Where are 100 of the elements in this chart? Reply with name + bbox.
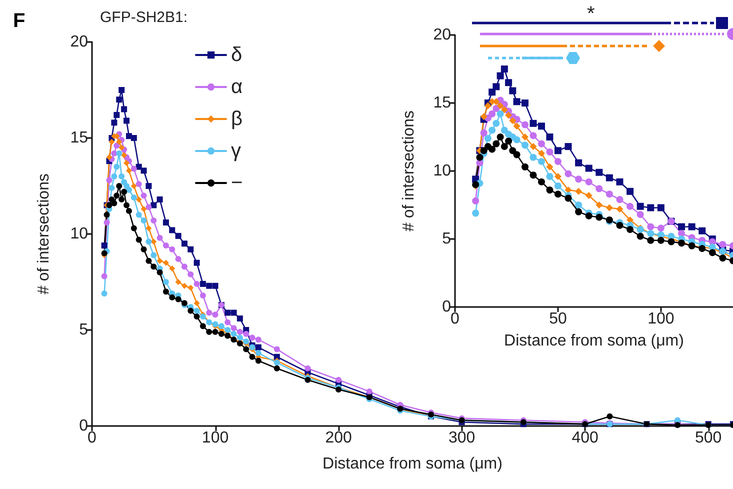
point bbox=[111, 173, 118, 180]
legend-label: α bbox=[231, 76, 243, 98]
y-tick-label: 5 bbox=[79, 322, 88, 338]
point bbox=[114, 142, 120, 149]
point bbox=[522, 142, 529, 149]
point bbox=[505, 79, 512, 86]
point bbox=[243, 330, 250, 337]
point bbox=[146, 238, 152, 245]
point bbox=[200, 280, 206, 287]
point bbox=[492, 104, 500, 112]
point bbox=[224, 310, 231, 316]
point bbox=[626, 226, 634, 233]
point bbox=[530, 132, 537, 140]
point bbox=[230, 310, 237, 316]
point bbox=[200, 323, 206, 330]
point bbox=[500, 126, 508, 134]
point bbox=[554, 172, 562, 180]
point bbox=[647, 236, 654, 244]
legend-label: δ bbox=[231, 44, 242, 66]
point bbox=[616, 196, 624, 204]
point bbox=[575, 208, 582, 216]
point bbox=[596, 202, 603, 208]
point bbox=[130, 135, 137, 141]
point bbox=[546, 148, 554, 156]
legend-label: − bbox=[231, 172, 243, 194]
point bbox=[626, 216, 634, 224]
y-tick-label: 15 bbox=[433, 94, 452, 112]
point bbox=[496, 102, 504, 110]
point bbox=[255, 358, 262, 364]
point bbox=[616, 206, 624, 213]
point bbox=[522, 163, 529, 170]
point bbox=[146, 258, 152, 264]
point bbox=[136, 181, 142, 188]
point bbox=[513, 122, 520, 130]
point bbox=[181, 282, 188, 289]
point bbox=[606, 204, 613, 212]
point bbox=[575, 159, 582, 166]
point bbox=[140, 192, 147, 199]
point bbox=[162, 219, 169, 226]
point bbox=[106, 202, 112, 208]
point bbox=[126, 208, 132, 214]
point bbox=[206, 328, 212, 335]
point bbox=[698, 227, 706, 234]
point bbox=[206, 310, 212, 316]
point bbox=[146, 204, 152, 210]
point bbox=[140, 246, 147, 252]
point bbox=[150, 252, 157, 258]
point bbox=[575, 188, 582, 195]
point bbox=[647, 204, 654, 212]
point bbox=[162, 242, 169, 249]
point bbox=[101, 242, 108, 249]
point bbox=[500, 66, 508, 72]
y-tick-label: 10 bbox=[70, 226, 88, 242]
point bbox=[546, 172, 554, 180]
point bbox=[162, 279, 169, 285]
point bbox=[169, 227, 176, 234]
point bbox=[116, 96, 122, 103]
point bbox=[243, 346, 250, 352]
point bbox=[114, 192, 120, 199]
point bbox=[647, 223, 654, 230]
point bbox=[585, 178, 592, 186]
point bbox=[106, 154, 112, 160]
point bbox=[118, 144, 125, 151]
point bbox=[150, 202, 157, 208]
x-tick-label: 300 bbox=[448, 430, 476, 446]
point bbox=[162, 288, 169, 295]
point bbox=[509, 147, 516, 154]
point bbox=[538, 150, 545, 157]
point bbox=[130, 225, 137, 232]
point bbox=[106, 177, 112, 184]
point bbox=[554, 190, 562, 198]
point bbox=[546, 186, 554, 194]
point bbox=[530, 120, 537, 127]
point bbox=[476, 154, 484, 161]
point bbox=[175, 296, 182, 302]
point bbox=[156, 234, 163, 241]
point bbox=[522, 121, 529, 128]
point bbox=[130, 166, 137, 172]
point bbox=[169, 294, 176, 300]
y-tick-label: 20 bbox=[70, 34, 88, 50]
point bbox=[116, 138, 122, 145]
point bbox=[101, 273, 108, 280]
point bbox=[554, 158, 562, 165]
point bbox=[366, 388, 372, 394]
point bbox=[509, 87, 516, 94]
point bbox=[530, 172, 537, 179]
point bbox=[118, 87, 125, 93]
point bbox=[484, 134, 492, 142]
point bbox=[472, 210, 480, 217]
text: * bbox=[587, 3, 595, 25]
point bbox=[304, 365, 311, 372]
point bbox=[140, 168, 147, 174]
point bbox=[496, 72, 504, 80]
point bbox=[124, 118, 130, 124]
point bbox=[688, 223, 696, 230]
point bbox=[480, 147, 488, 154]
legend-label: β bbox=[231, 108, 243, 130]
point bbox=[596, 214, 603, 221]
point bbox=[626, 188, 634, 195]
point bbox=[194, 280, 200, 287]
